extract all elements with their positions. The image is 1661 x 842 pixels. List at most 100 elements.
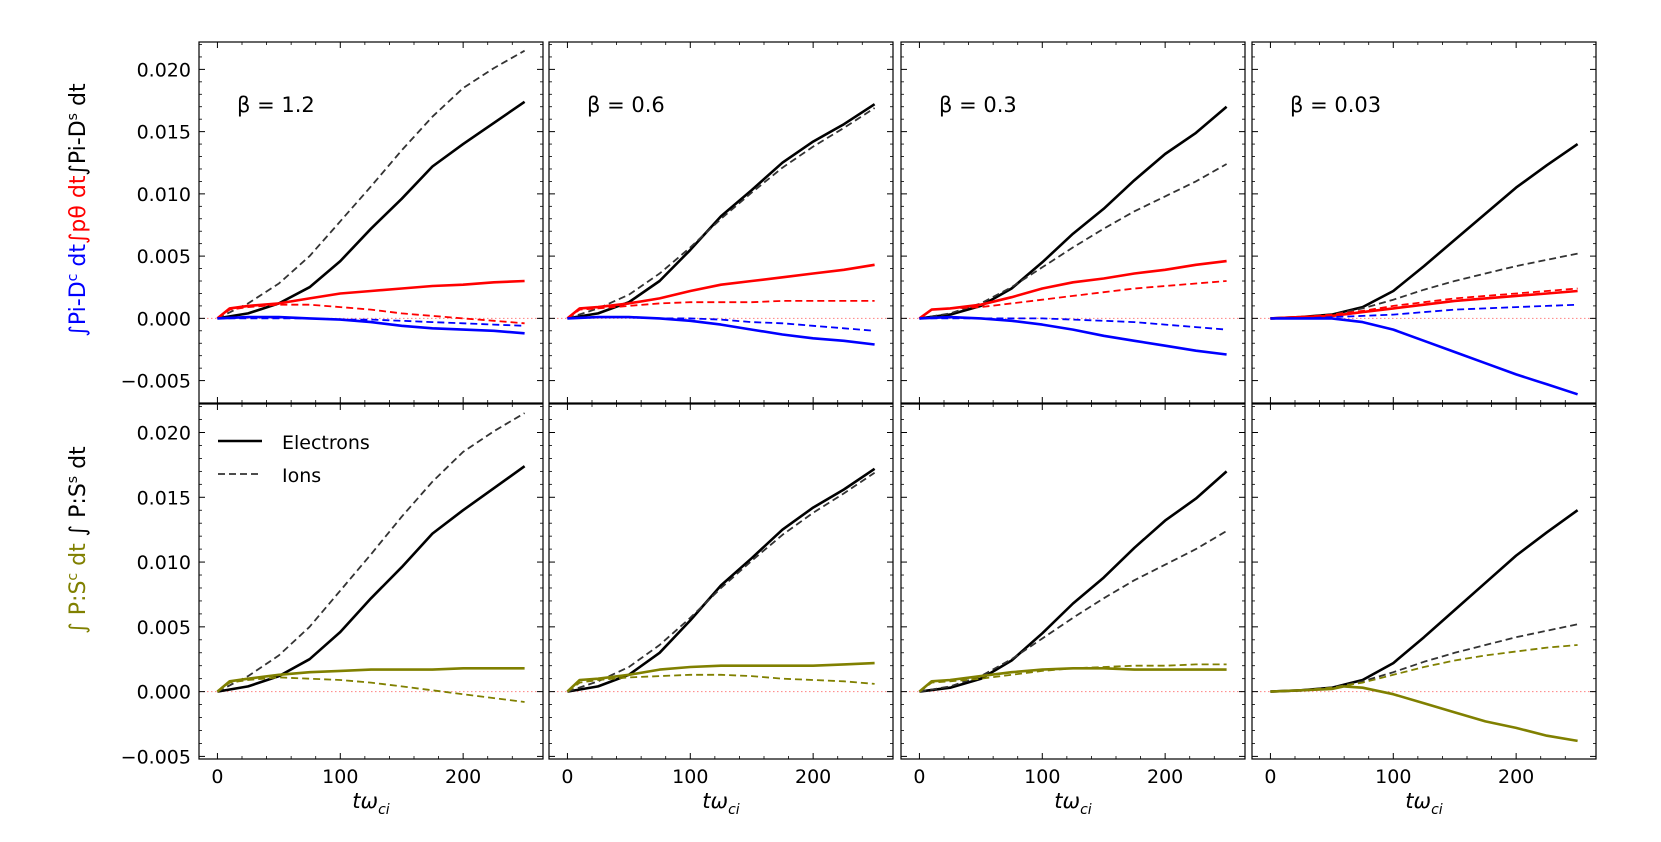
series-line-p-s-c-electrons <box>1270 685 1578 743</box>
series-line-p-s-s-ions <box>1270 623 1578 693</box>
legend-ions-label: Ions <box>282 465 321 487</box>
svg-text:∫Pi-Dc dt∫pθ dt∫Pi-Ds dt: ∫Pi-Dc dt∫pθ dt∫Pi-Ds dt <box>65 83 91 337</box>
panel-frame <box>548 41 894 404</box>
x-tick-label: 100 <box>672 766 708 788</box>
series-line-p-s-c-electrons <box>566 661 875 693</box>
x-tick-label: 100 <box>1024 766 1060 788</box>
y-tick-label: 0.000 <box>137 308 191 330</box>
series-line-pi-d-c-electrons <box>567 315 875 346</box>
legend: Electrons Ions <box>218 432 370 487</box>
series-line-p-ions <box>918 280 1227 320</box>
series-line-p-s-s-electrons <box>919 470 1228 693</box>
x-axis-label-sub: ci <box>1431 802 1443 818</box>
ylabel-black-sup-2: s <box>65 476 81 483</box>
ylabel-black-tail: dt <box>66 83 91 113</box>
x-axis-label-sub: ci <box>378 802 390 818</box>
x-tick-label: 0 <box>913 766 925 788</box>
series-group <box>1270 143 1579 396</box>
svg-text:∫ P:Sc dt ∫ P:Ss dt: ∫ P:Sc dt ∫ P:Ss dt <box>65 446 91 634</box>
panel-frame <box>1251 41 1597 404</box>
series-line-p-ions <box>1270 287 1578 320</box>
series-line-p-electrons <box>918 259 1227 320</box>
series-group <box>216 412 526 703</box>
ylabel-blue-part: ∫Pi-D <box>66 281 91 336</box>
ylabel-olive-sup: c <box>65 573 81 581</box>
y-tick-label: 0.010 <box>137 184 191 206</box>
x-tick-label: 200 <box>1147 766 1183 788</box>
series-line-pi-d-c-electrons <box>919 315 1227 356</box>
bottom-row-ylabel: ∫ P:Sc dt ∫ P:Ss dt <box>65 446 91 634</box>
ylabel-olive-tail: dt <box>66 536 91 573</box>
series-line-pi-d-s-ions <box>919 163 1228 320</box>
legend-electrons-label: Electrons <box>282 432 370 454</box>
x-axis-label-sub: ci <box>1080 802 1092 818</box>
series-line-pi-d-c-ions <box>1270 303 1578 320</box>
ylabel-black-part: ∫Pi-D <box>66 120 91 175</box>
series-line-p-s-s-electrons <box>1270 509 1579 693</box>
panel-title: β = 0.6 <box>587 93 665 117</box>
x-tick-label: 200 <box>445 766 481 788</box>
ylabel-black-part-2: ∫ P:S <box>66 483 91 536</box>
y-tick-label: 0.005 <box>137 617 191 639</box>
series-line-p-ions <box>216 303 525 325</box>
series-line-p-s-c-electrons <box>918 666 1227 693</box>
series-line-pi-d-c-ions <box>567 316 875 332</box>
x-axis-label: tωci <box>352 789 390 818</box>
series-line-p-s-s-electrons <box>567 467 876 693</box>
series-line-p-s-s-ions <box>567 471 876 693</box>
x-tick-label: 0 <box>561 766 573 788</box>
panel-bottom-3: 0 100 200 tωci <box>1251 403 1597 818</box>
series-line-pi-d-s-ions <box>217 49 526 320</box>
series-line-p-s-c-ions <box>216 676 525 703</box>
panel-title: β = 1.2 <box>237 93 315 117</box>
y-tick-label: 0.015 <box>137 487 191 509</box>
ylabel-red-part: ∫pθ dt <box>66 175 91 244</box>
y-tick-label: 0.005 <box>137 246 191 268</box>
y-tick-label: −0.005 <box>121 371 191 393</box>
y-tick-label: 0.015 <box>137 122 191 144</box>
series-group <box>216 49 526 335</box>
x-tick-label: 200 <box>795 766 831 788</box>
series-group <box>566 467 876 693</box>
series-line-pi-d-c-ions <box>217 317 525 327</box>
series-line-p-s-c-ions <box>566 673 875 693</box>
series-line-p-s-s-ions <box>919 530 1228 693</box>
series-line-pi-d-s-electrons <box>919 105 1228 320</box>
series-line-p-s-c-ions <box>1270 644 1578 693</box>
panel-frame <box>198 403 544 760</box>
top-row-ylabel: ∫Pi-Dc dt∫pθ dt∫Pi-Ds dt <box>65 83 91 337</box>
panel-title: β = 0.3 <box>939 93 1017 117</box>
series-group <box>918 470 1228 693</box>
series-line-pi-d-c-electrons <box>217 315 525 335</box>
series-line-pi-d-s-ions <box>1270 252 1578 320</box>
series-line-p-s-s-electrons <box>217 465 526 693</box>
series-group <box>566 103 876 346</box>
panel-frame <box>1251 403 1597 760</box>
series-line-pi-d-c-electrons <box>1270 317 1579 396</box>
y-tick-label: 0.010 <box>137 552 191 574</box>
ylabel-black-sup: s <box>65 113 81 120</box>
panel-title: β = 0.03 <box>1290 93 1381 117</box>
panel-bottom-2: 0 100 200 tωci <box>900 403 1246 818</box>
series-group <box>918 105 1228 356</box>
ylabel-black-tail-2: dt <box>66 446 91 476</box>
ylabel-blue-tail: dt <box>66 244 91 274</box>
series-line-pi-d-s-electrons <box>1270 143 1579 320</box>
series-line-p-electrons <box>1270 289 1578 320</box>
panel-frame <box>900 41 1246 404</box>
x-axis-label-sub: ci <box>728 802 740 818</box>
series-line-pi-d-s-electrons <box>217 100 526 320</box>
series-group <box>1270 509 1579 743</box>
panel-top-2: β = 0.3 <box>900 41 1246 404</box>
series-line-p-electrons <box>216 279 525 320</box>
panels: −0.005 0.000 0.005 0.010 0.015 0.020 β = 1.2 β … <box>121 41 1597 818</box>
series-line-p-s-s-ions <box>216 412 526 693</box>
panel-top-1: β = 0.6 <box>548 41 894 404</box>
x-tick-label: 100 <box>1375 766 1411 788</box>
x-axis-label: tωci <box>1405 789 1443 818</box>
series-line-p-ions <box>566 299 875 320</box>
panel-top-0: −0.005 0.000 0.005 0.010 0.015 0.020 β = 1.2 <box>121 41 544 404</box>
panel-frame <box>548 403 894 760</box>
panel-frame <box>900 403 1246 760</box>
